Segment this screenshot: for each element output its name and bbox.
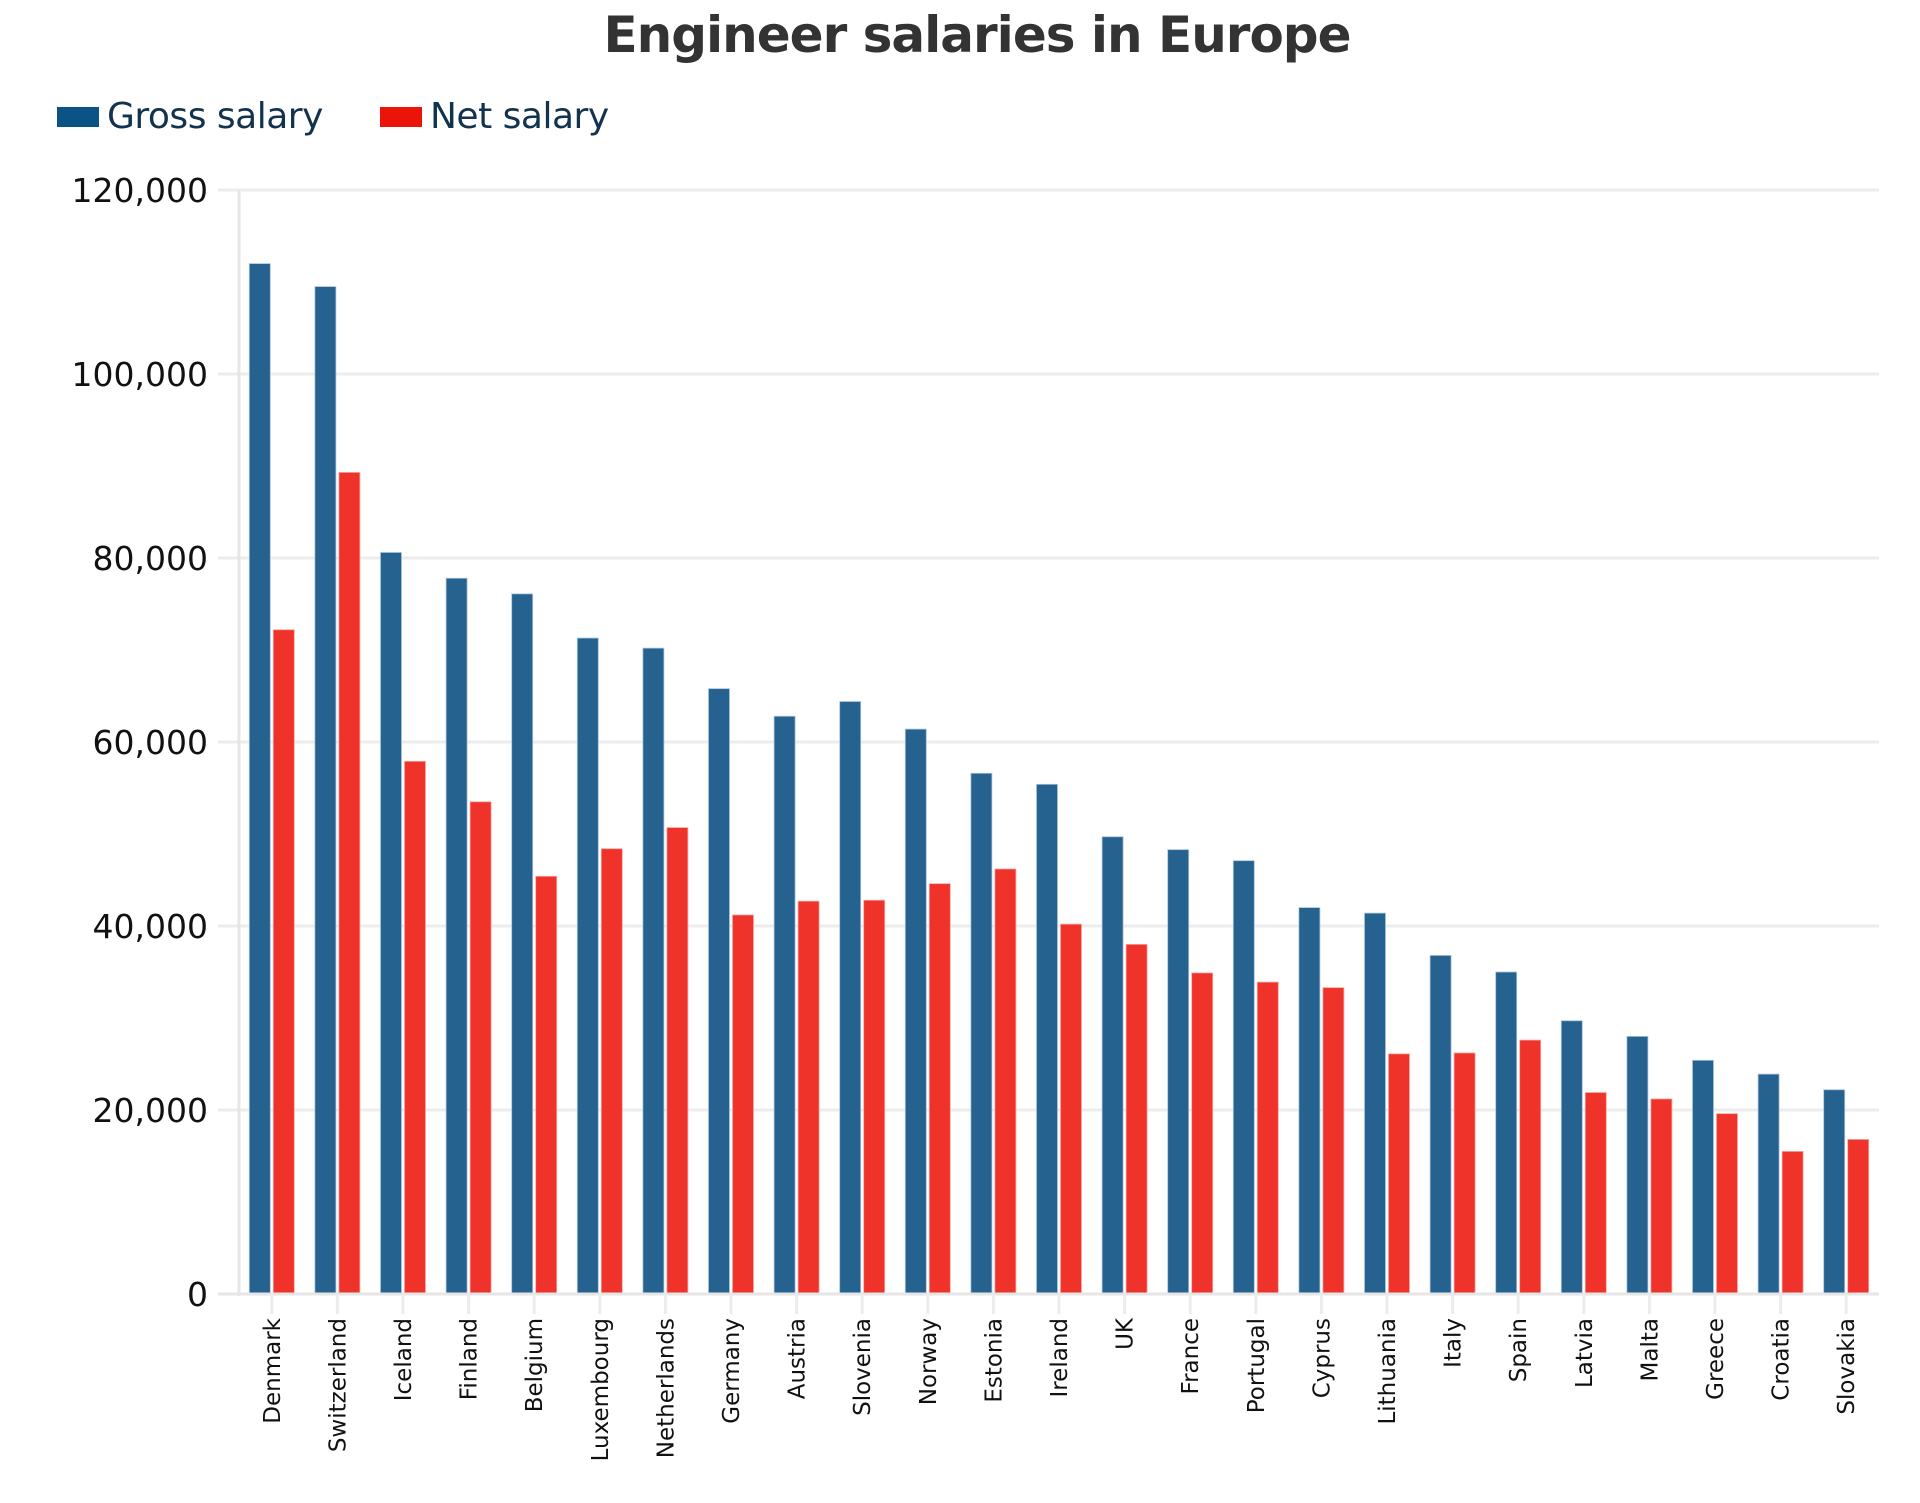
y-axis: 0 20,000 40,000 60,000 80,000 100,000 120,000 — [72, 171, 208, 1314]
bar-gross-portugal[interactable] — [1232, 860, 1255, 1295]
bar-net-croatia[interactable] — [1781, 1151, 1804, 1295]
x-tick-label: Italy — [1441, 1318, 1467, 1368]
x-tick-label: Austria — [785, 1318, 811, 1399]
bar-gross-ireland[interactable] — [1036, 783, 1058, 1295]
bar-gross-malta[interactable] — [1626, 1036, 1649, 1295]
bar-gross-spain[interactable] — [1495, 971, 1518, 1295]
x-tick-label: Cyprus — [1309, 1318, 1335, 1398]
bar-net-uk[interactable] — [1125, 944, 1148, 1295]
bar-gross-france[interactable] — [1167, 849, 1190, 1295]
legend-swatch-gross — [57, 106, 99, 127]
bar-net-france[interactable] — [1191, 972, 1214, 1295]
x-tick-label: Estonia — [981, 1318, 1007, 1403]
bar-net-iceland[interactable] — [404, 760, 426, 1295]
legend-item-net-salary[interactable]: Net salary — [380, 96, 609, 137]
bar-net-spain[interactable] — [1519, 1039, 1542, 1295]
y-tick-label: 100,000 — [72, 355, 208, 394]
x-tick-label: UK — [1113, 1317, 1139, 1350]
bar-gross-iceland[interactable] — [380, 552, 402, 1295]
x-tick-label: Slovakia — [1834, 1318, 1860, 1415]
x-tick-label: Lithuania — [1375, 1318, 1401, 1425]
bar-net-finland[interactable] — [469, 801, 492, 1295]
bar-gross-croatia[interactable] — [1757, 1073, 1780, 1295]
x-tick-label: Belgium — [522, 1318, 548, 1412]
bar-gross-finland[interactable] — [445, 577, 468, 1295]
bar-gross-uk[interactable] — [1101, 836, 1124, 1295]
bar-net-luxembourg[interactable] — [600, 848, 623, 1295]
x-tick-label: Spain — [1506, 1318, 1532, 1382]
y-tick-label: 80,000 — [93, 539, 208, 578]
x-tick-label: Finland — [457, 1318, 483, 1400]
bar-net-ireland[interactable] — [1060, 923, 1082, 1295]
bar-net-norway[interactable] — [928, 883, 951, 1295]
y-tick-label: 40,000 — [93, 907, 208, 946]
x-tick-label: Greece — [1703, 1318, 1729, 1400]
bar-net-slovakia[interactable] — [1847, 1139, 1870, 1295]
bar-net-estonia[interactable] — [994, 868, 1017, 1295]
x-tick-label: Germany — [719, 1318, 745, 1424]
bar-gross-estonia[interactable] — [970, 772, 993, 1295]
bar-gross-austria[interactable] — [773, 715, 796, 1295]
bar-net-lithuania[interactable] — [1388, 1053, 1410, 1295]
x-tick-label: Denmark — [260, 1317, 286, 1423]
bar-net-switzerland[interactable] — [338, 472, 361, 1295]
y-tick-label: 20,000 — [93, 1091, 208, 1130]
bar-gross-netherlands[interactable] — [642, 647, 665, 1295]
bar-gross-luxembourg[interactable] — [576, 637, 599, 1295]
x-tick-label: Netherlands — [653, 1318, 679, 1458]
chart-title: Engineer salaries in Europe — [603, 6, 1351, 64]
x-tick-label: Malta — [1637, 1318, 1663, 1381]
bars — [248, 263, 1870, 1295]
bar-gross-latvia[interactable] — [1560, 1020, 1583, 1295]
bar-net-portugal[interactable] — [1256, 981, 1279, 1295]
bar-net-italy[interactable] — [1453, 1052, 1476, 1295]
bar-net-austria[interactable] — [797, 900, 820, 1295]
axes — [218, 190, 1879, 1296]
bar-gross-belgium[interactable] — [511, 593, 534, 1295]
bar-gross-lithuania[interactable] — [1364, 912, 1386, 1295]
bar-net-belgium[interactable] — [535, 875, 558, 1295]
bar-net-malta[interactable] — [1650, 1098, 1673, 1295]
y-tick-label: 60,000 — [93, 723, 208, 762]
bar-gross-slovenia[interactable] — [839, 701, 862, 1295]
bar-gross-switzerland[interactable] — [314, 286, 337, 1295]
bar-gross-italy[interactable] — [1429, 955, 1452, 1295]
bar-gross-cyprus[interactable] — [1298, 907, 1321, 1295]
x-tick-label: Iceland — [391, 1318, 417, 1401]
x-tick-label: Norway — [916, 1318, 942, 1405]
legend-label-net: Net salary — [430, 96, 609, 137]
legend-swatch-net — [380, 106, 422, 127]
bar-gross-germany[interactable] — [708, 688, 730, 1295]
y-tick-label: 0 — [187, 1275, 208, 1314]
x-tick-label: Ireland — [1047, 1318, 1073, 1398]
x-tick-label: Croatia — [1769, 1318, 1795, 1401]
x-tick-label: Slovenia — [850, 1318, 876, 1416]
bar-gross-norway[interactable] — [904, 728, 927, 1295]
x-tick-label: Portugal — [1244, 1318, 1270, 1413]
bar-gross-greece[interactable] — [1692, 1059, 1714, 1295]
bar-net-netherlands[interactable] — [666, 827, 689, 1295]
y-tick-label: 120,000 — [72, 171, 208, 210]
bar-net-cyprus[interactable] — [1322, 987, 1345, 1295]
bar-gross-denmark[interactable] — [248, 263, 271, 1295]
x-axis: Denmark Switzerland Iceland Finland Belgium L… — [260, 1294, 1860, 1461]
bar-net-denmark[interactable] — [272, 629, 295, 1295]
x-tick-label: France — [1178, 1318, 1204, 1394]
bar-net-germany[interactable] — [732, 914, 754, 1295]
x-tick-label: Luxembourg — [588, 1318, 614, 1461]
bar-net-greece[interactable] — [1716, 1113, 1738, 1295]
bar-gross-slovakia[interactable] — [1823, 1089, 1846, 1295]
x-tick-label: Latvia — [1572, 1318, 1598, 1388]
legend-item-gross-salary[interactable]: Gross salary — [57, 96, 323, 137]
bar-net-latvia[interactable] — [1584, 1092, 1607, 1295]
legend-label-gross: Gross salary — [107, 96, 323, 137]
x-tick-label: Switzerland — [325, 1318, 351, 1452]
bar-net-slovenia[interactable] — [863, 899, 886, 1295]
